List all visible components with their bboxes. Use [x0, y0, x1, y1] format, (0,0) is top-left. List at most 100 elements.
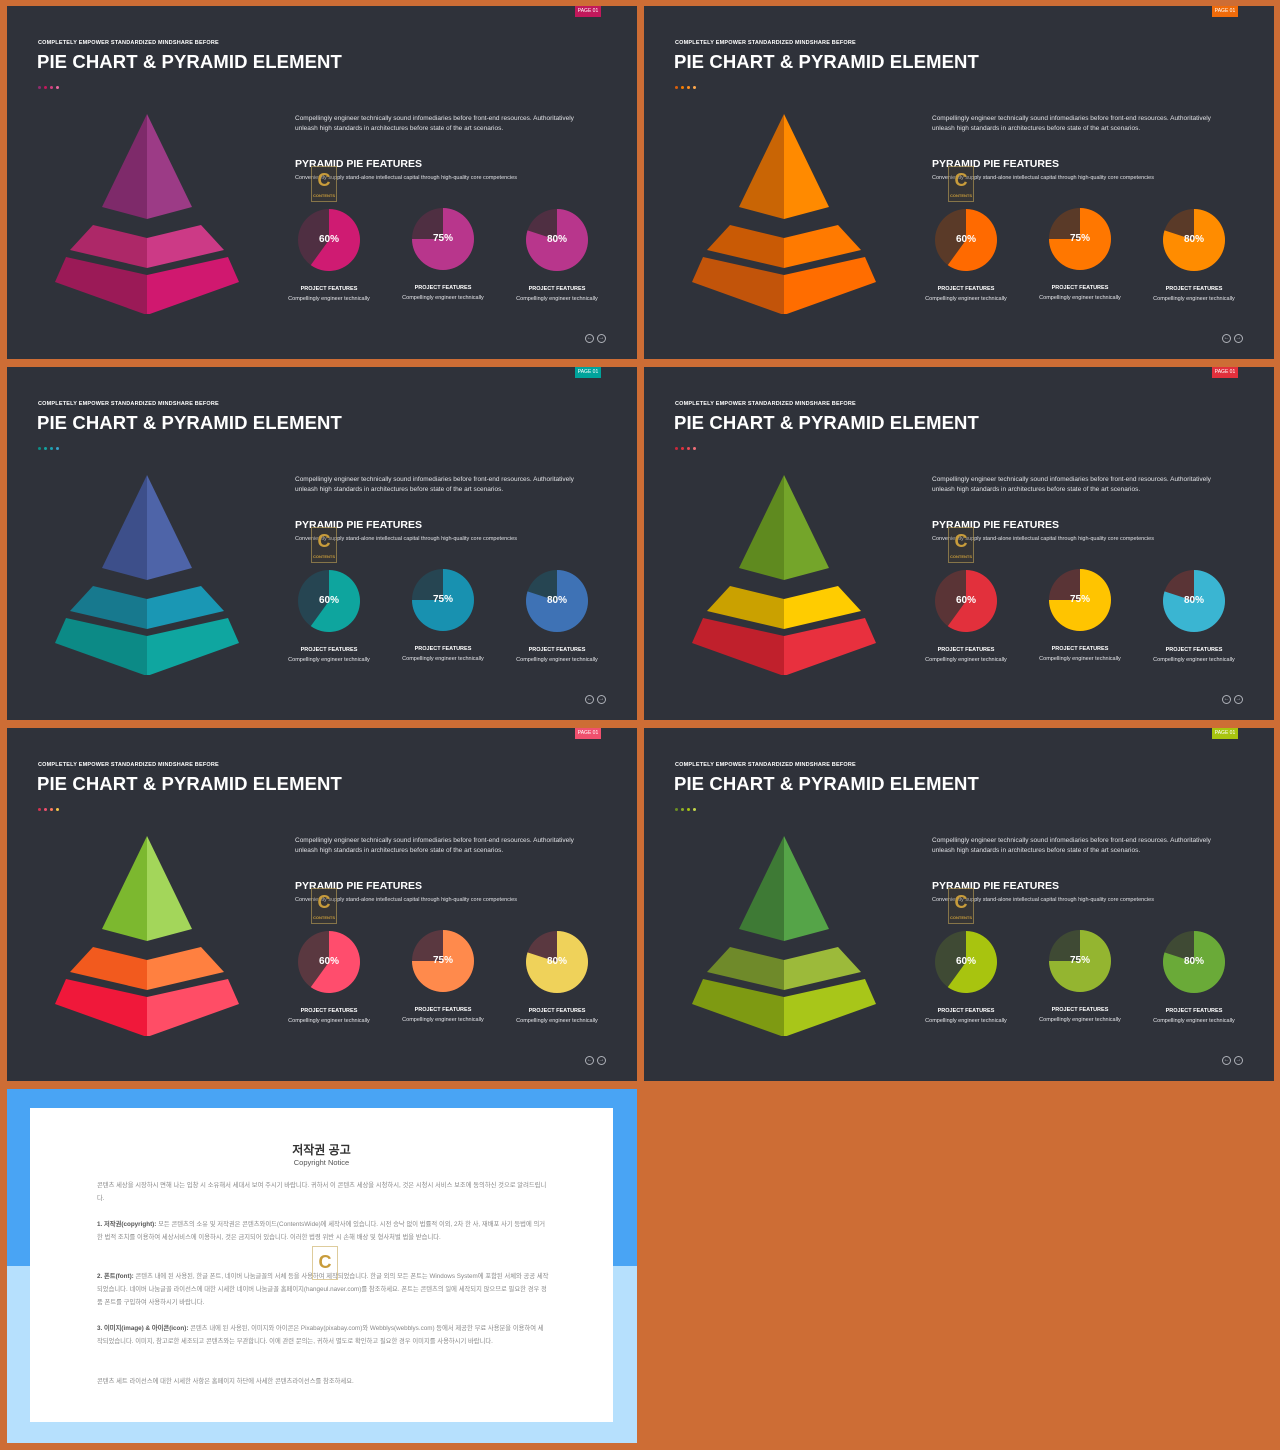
pie-caption: PROJECT FEATURES Compellingly engineer t… — [512, 1006, 602, 1026]
pie-svg — [935, 209, 998, 271]
pyramid-mid-right — [784, 586, 861, 629]
pie-caption-title: PROJECT FEATURES — [937, 647, 995, 653]
prev-arrow-icon[interactable]: ← — [585, 695, 594, 704]
pie-value-label: 75% — [432, 594, 453, 605]
next-arrow-icon[interactable]: → — [1234, 695, 1243, 704]
pie-caption-text: Compellingly engineer technically — [1039, 656, 1121, 662]
watermark-letter: C — [954, 892, 968, 912]
notice-image-text: 콘텐츠 내에 된 사용된, 이미지와 아이콘은 Pixabay(pixabay.… — [97, 1325, 544, 1345]
pie-caption: PROJECT FEATURES Compellingly engineer t… — [284, 645, 374, 665]
slide-kicker: COMPLETELY EMPOWER STANDARDIZED MINDSHAR… — [38, 762, 219, 768]
pyramid-mid-right — [147, 947, 224, 990]
notice-title: 저작권 공고 — [292, 1143, 351, 1157]
pie-caption-text: Compellingly engineer technically — [402, 1017, 484, 1023]
dot — [56, 447, 59, 450]
section-subheading: PYRAMID PIE FEATURES — [932, 519, 1059, 531]
pyramid-top-left — [739, 475, 784, 580]
prev-arrow-icon[interactable]: ← — [585, 1056, 594, 1065]
title-dots — [675, 86, 696, 89]
pyramid-bot-left — [692, 979, 784, 1036]
pie-caption: PROJECT FEATURES Compellingly engineer t… — [921, 645, 1011, 665]
pie-slice — [310, 209, 361, 271]
prev-arrow-icon[interactable]: ← — [1222, 1056, 1231, 1065]
slide-title: PIE CHART & PYRAMID ELEMENT — [674, 773, 979, 794]
pie-slice — [526, 931, 589, 993]
section-description: Conveniently supply stand-alone intellec… — [932, 175, 1154, 181]
pie-caption-text: Compellingly engineer technically — [925, 296, 1007, 302]
pie-chart: 75% — [411, 207, 475, 271]
dot — [44, 86, 47, 89]
next-arrow-icon[interactable]: → — [597, 334, 606, 343]
pyramid-graphic — [692, 836, 876, 1036]
pie-caption: PROJECT FEATURES Compellingly engineer t… — [921, 284, 1011, 304]
pie-slice — [1163, 570, 1226, 632]
pyramid-bot-right — [784, 257, 876, 314]
pie-slice — [1049, 208, 1111, 270]
slide-nav: ← → — [585, 1056, 606, 1065]
notice-font: 2. 폰트(font): 콘텐츠 내에 된 사용된, 한글 폰트, 네이버 나눔… — [97, 1271, 549, 1309]
next-arrow-icon[interactable]: → — [1234, 334, 1243, 343]
slide-nav: ← → — [1222, 695, 1243, 704]
pie-caption-text: Compellingly engineer technically — [1153, 657, 1235, 663]
pie-svg — [1049, 930, 1111, 992]
title-dots — [38, 86, 59, 89]
page-badge: PAGE 01 — [1212, 728, 1238, 739]
pie-chart: 80% — [525, 569, 589, 633]
slide-nav: ← → — [1222, 1056, 1243, 1065]
pie-slice — [412, 569, 474, 631]
watermark-text: CONTENTS — [950, 554, 972, 559]
pyramid-top-right — [147, 475, 192, 580]
dot — [681, 86, 684, 89]
next-arrow-icon[interactable]: → — [597, 695, 606, 704]
pie-svg — [412, 930, 474, 992]
watermark-text: CONTENTS — [313, 554, 335, 559]
pyramid-top-right — [147, 114, 192, 219]
pie-chart: 60% — [934, 930, 998, 994]
pie-caption-title: PROJECT FEATURES — [414, 646, 472, 652]
pyramid-graphic — [692, 475, 876, 675]
watermark-logo: C — [312, 1246, 338, 1280]
pie-caption-text: Compellingly engineer technically — [516, 657, 598, 663]
pie-chart: 75% — [1048, 568, 1112, 632]
slide-nav: ← → — [585, 334, 606, 343]
notice-font-label: 2. 폰트(font): — [97, 1273, 134, 1280]
pie-caption-title: PROJECT FEATURES — [300, 1008, 358, 1014]
pyramid-bot-left — [55, 257, 147, 314]
pie-caption-text: Compellingly engineer technically — [402, 295, 484, 301]
pie-value-label: 75% — [1069, 594, 1090, 605]
dot — [687, 808, 690, 811]
title-dots — [675, 447, 696, 450]
watermark-letter: C — [954, 170, 968, 190]
pie-caption: PROJECT FEATURES Compellingly engineer t… — [1149, 645, 1239, 665]
pyramid-top-left — [102, 836, 147, 941]
prev-arrow-icon[interactable]: ← — [1222, 695, 1231, 704]
pie-chart: 60% — [297, 569, 361, 633]
pie-caption-text: Compellingly engineer technically — [925, 1018, 1007, 1024]
pie-svg — [526, 209, 589, 271]
prev-arrow-icon[interactable]: ← — [585, 334, 594, 343]
watermark-text: CONTENTS — [950, 915, 972, 920]
dot — [687, 86, 690, 89]
dot — [50, 808, 53, 811]
slide-nav: ← → — [1222, 334, 1243, 343]
pie-caption-title: PROJECT FEATURES — [1165, 1008, 1223, 1014]
pie-caption: PROJECT FEATURES Compellingly engineer t… — [921, 1006, 1011, 1026]
notice-subtitle: Copyright Notice — [293, 1158, 350, 1167]
slide-kicker: COMPLETELY EMPOWER STANDARDIZED MINDSHAR… — [38, 40, 219, 46]
slide-kicker: COMPLETELY EMPOWER STANDARDIZED MINDSHAR… — [675, 401, 856, 407]
pie-value-label: 80% — [1183, 234, 1204, 245]
pie-slice — [1049, 930, 1111, 992]
next-arrow-icon[interactable]: → — [597, 1056, 606, 1065]
pie-svg — [1049, 569, 1111, 631]
prev-arrow-icon[interactable]: ← — [1222, 334, 1231, 343]
pie-value-label: 60% — [318, 956, 339, 967]
pie-caption-text: Compellingly engineer technically — [516, 296, 598, 302]
pie-value-label: 60% — [955, 956, 976, 967]
section-description: Conveniently supply stand-alone intellec… — [295, 175, 517, 181]
pie-chart: 75% — [1048, 207, 1112, 271]
next-arrow-icon[interactable]: → — [1234, 1056, 1243, 1065]
pyramid-top-right — [784, 114, 829, 219]
pie-chart: 80% — [1162, 208, 1226, 272]
page-badge: PAGE 01 — [575, 367, 601, 378]
pie-chart: 75% — [411, 568, 475, 632]
